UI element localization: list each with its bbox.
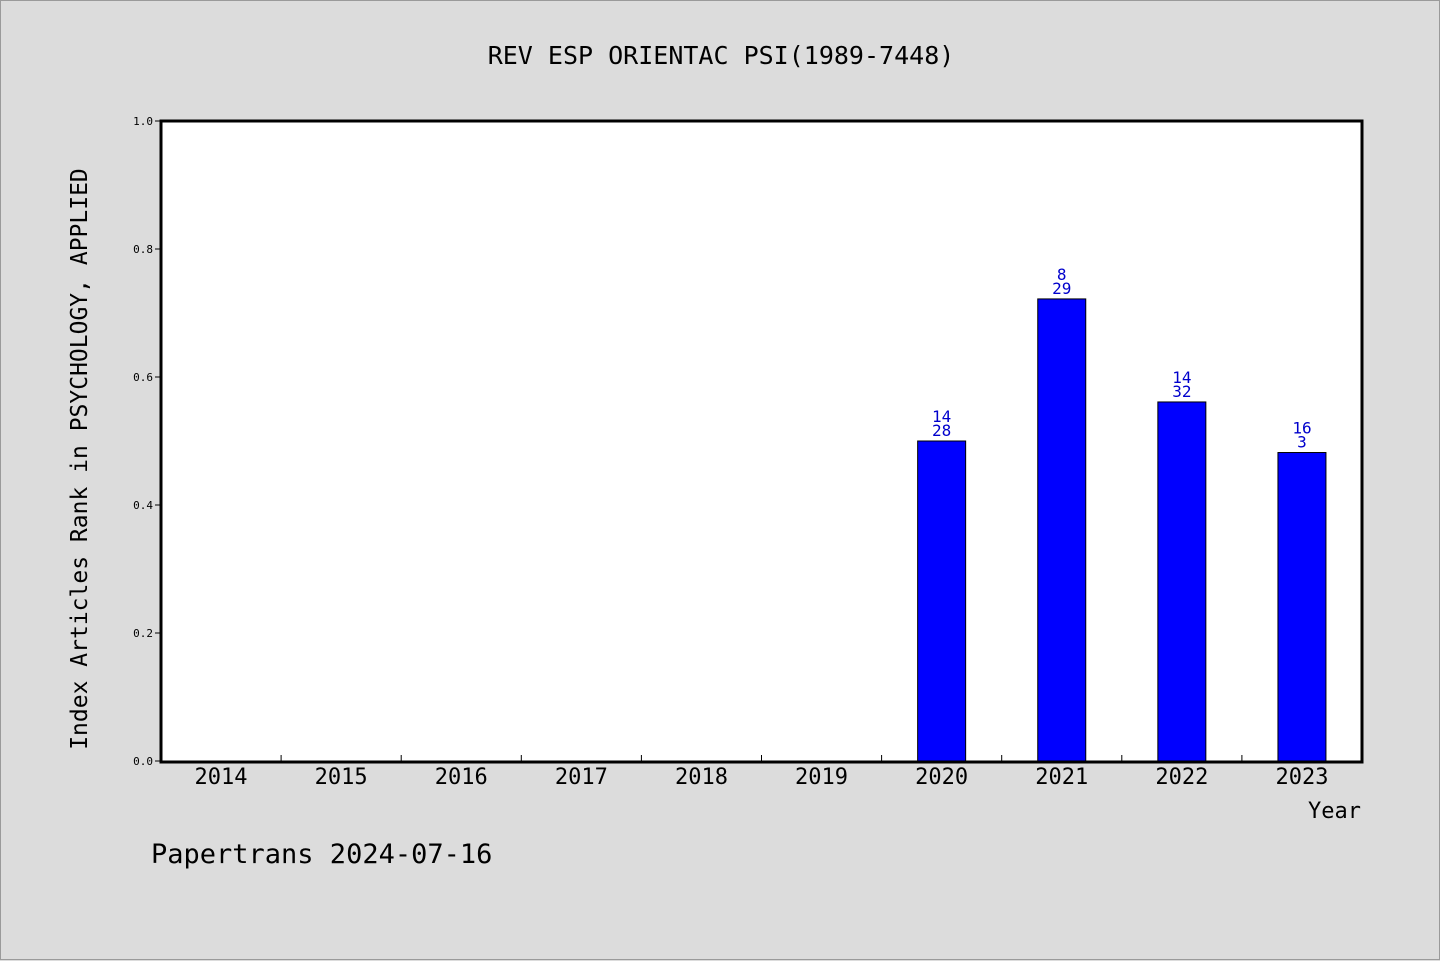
x-tick-label: 2023 <box>1275 765 1328 790</box>
chart-title: REV ESP ORIENTAC PSI(1989-7448) <box>488 41 955 70</box>
x-tick-label: 2022 <box>1155 765 1208 790</box>
bar-label: 14 <box>1172 368 1191 387</box>
y-tick-label: 1.0 <box>133 115 153 128</box>
bar-label: 29 <box>1052 279 1071 298</box>
x-axis-label: Year <box>1308 799 1361 824</box>
footer-text: Papertrans 2024-07-16 <box>151 839 492 870</box>
x-tick-label: 2017 <box>555 765 608 790</box>
y-tick-label: 0.0 <box>133 755 153 768</box>
bar-label: 16 <box>1292 419 1311 438</box>
bar-label: 28 <box>932 421 951 440</box>
bar <box>917 440 967 762</box>
x-tick-label: 2014 <box>195 765 248 790</box>
ticks-group: 0.0 0.2 0.4 0.6 0.8 1.0 2014 2015 2016 2017 2018 20… <box>133 115 1328 790</box>
bar-label: 14 <box>932 407 951 426</box>
bar-label: 3 <box>1297 433 1307 452</box>
y-tick-label: 0.2 <box>133 627 153 640</box>
bar <box>1037 298 1087 762</box>
x-tick-label: 2015 <box>315 765 368 790</box>
y-tick-label: 0.6 <box>133 371 153 384</box>
y-tick-label: 0.8 <box>133 243 153 256</box>
bar-label: 32 <box>1172 382 1191 401</box>
bar <box>1157 401 1207 762</box>
x-tick-label: 2016 <box>435 765 488 790</box>
plot-border <box>159 119 1364 764</box>
x-tick-label: 2018 <box>675 765 728 790</box>
x-tick-label: 2020 <box>915 765 968 790</box>
bar-label: 8 <box>1057 265 1067 284</box>
y-axis-label: Index Articles Rank in PSYCHOLOGY, APPLI… <box>67 168 93 750</box>
bar <box>1277 452 1327 762</box>
x-tick-label: 2019 <box>795 765 848 790</box>
y-tick-label: 0.4 <box>133 499 153 512</box>
x-tick-label: 2021 <box>1035 765 1088 790</box>
